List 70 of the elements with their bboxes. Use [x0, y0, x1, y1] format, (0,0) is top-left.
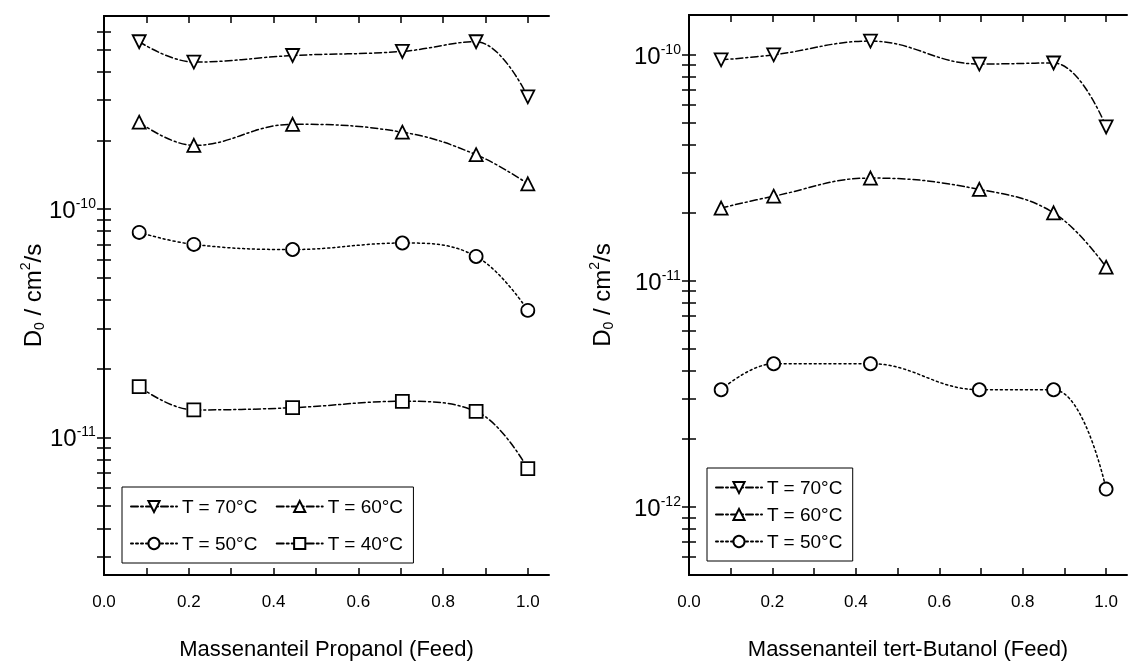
legend-label: T = 70°C: [767, 477, 843, 498]
point: [713, 52, 729, 68]
legend-label: T = 60°C: [327, 496, 404, 517]
point: [468, 147, 484, 163]
point: [1098, 259, 1114, 275]
point: [520, 303, 536, 318]
x-tick-label: 1.0: [515, 592, 540, 611]
y-tick-label: 10$^{-12}$: [634, 492, 681, 521]
point: [285, 48, 300, 63]
x-tick-label: 0.4: [844, 592, 868, 611]
point: [1046, 205, 1061, 221]
point: [766, 356, 782, 372]
point: [863, 33, 878, 49]
point: [1046, 382, 1061, 398]
point: [713, 200, 729, 216]
point: [971, 56, 987, 72]
x-axis-title: Massenanteil Propanol (Feed): [179, 635, 474, 661]
x-tick-label: 0.8: [1010, 592, 1035, 611]
y-axis-title: D0 / cm2/s: [17, 243, 47, 348]
point: [468, 404, 484, 419]
y-axis-title: D0 / cm2/s: [586, 243, 616, 347]
point: [394, 393, 410, 409]
x-tick-label: 0.2: [176, 592, 201, 611]
point: [520, 461, 536, 477]
legend-label: T = 40°C: [327, 533, 404, 554]
x-tick-label: 0.0: [677, 592, 701, 611]
point: [394, 43, 410, 59]
legend-label: T = 50°C: [767, 531, 843, 552]
x-tick-label: 0.6: [346, 592, 371, 611]
point: [186, 402, 202, 418]
point: [131, 225, 147, 240]
point: [863, 170, 878, 186]
y-tick-label: 10$^{-10}$: [49, 195, 96, 224]
point: [1098, 481, 1114, 497]
point: [1046, 55, 1061, 71]
point: [971, 382, 987, 398]
point: [468, 34, 484, 50]
y-tick-label: 10$^{-11}$: [50, 423, 96, 452]
x-tick-label: 0.6: [927, 592, 952, 611]
point: [394, 124, 410, 140]
x-tick-label: 0.2: [760, 592, 785, 611]
point: [971, 181, 987, 197]
point: [285, 242, 300, 257]
legend-label: T = 70°C: [182, 496, 258, 517]
point: [520, 89, 536, 105]
point: [468, 249, 484, 264]
point: [713, 382, 729, 398]
point: [186, 237, 202, 252]
point: [766, 47, 782, 63]
point: [863, 356, 878, 372]
point: [186, 137, 202, 153]
point: [285, 116, 300, 132]
legend-label: T = 60°C: [767, 504, 843, 525]
x-tick-label: 0.4: [261, 592, 286, 611]
point: [131, 34, 147, 50]
point: [131, 114, 147, 130]
point: [186, 54, 202, 70]
point: [394, 235, 410, 251]
y-tick-label: 10$^{-11}$: [635, 266, 681, 295]
x-tick-label: 0.8: [431, 592, 455, 611]
legend-label: T = 50°C: [182, 533, 258, 554]
x-tick-label: 0.0: [92, 592, 116, 611]
x-tick-label: 1.0: [1094, 592, 1118, 611]
x-axis-title: Massenanteil tert-Butanol (Feed): [747, 635, 1069, 661]
point: [520, 176, 536, 192]
point: [285, 400, 300, 416]
point: [766, 188, 782, 204]
y-tick-label: 10$^{-10}$: [634, 40, 681, 69]
point: [1098, 119, 1114, 135]
point: [131, 379, 147, 394]
